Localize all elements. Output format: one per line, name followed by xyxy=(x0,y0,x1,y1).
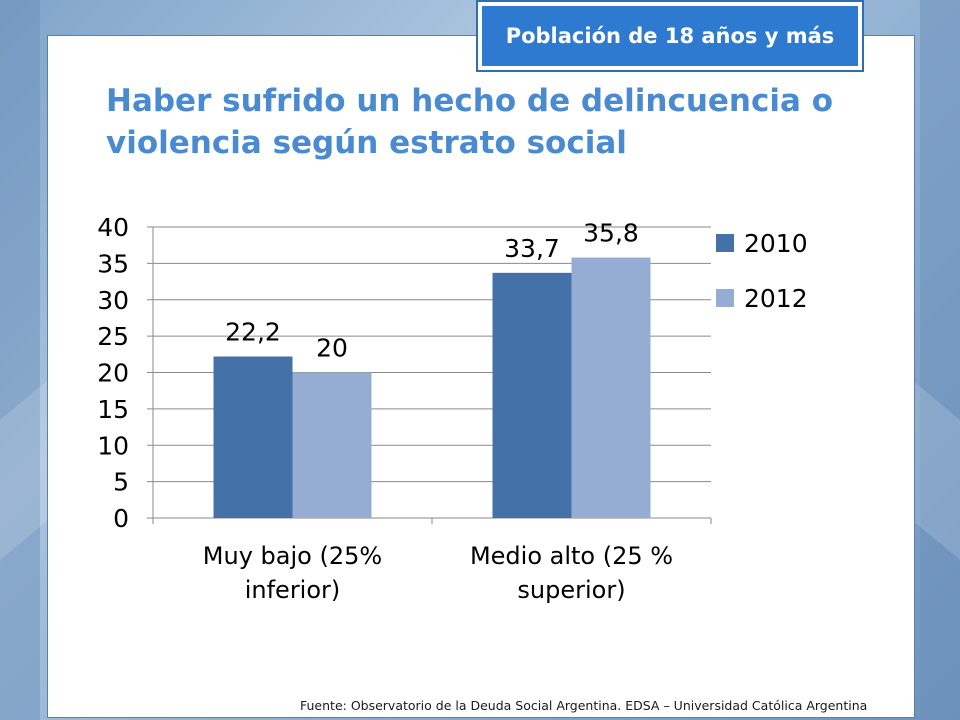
y-tick-label-40: 40 xyxy=(97,213,129,242)
y-tick-label-15: 15 xyxy=(97,395,129,424)
legend-item-2012: 2012 xyxy=(716,281,808,315)
source-footer: Fuente: Observatorio de la Deuda Social … xyxy=(300,698,868,713)
x-category-label-0-line0: Muy bajo (25% xyxy=(203,542,382,570)
legend-item-2010: 2010 xyxy=(716,226,808,260)
chart-title: Haber sufrido un hecho de delincuencia o… xyxy=(106,80,866,164)
data-label-2010-cat0: 22,2 xyxy=(225,317,281,346)
x-category-label-1-line0: Medio alto (25 % xyxy=(470,542,673,570)
x-category-label-1-line1: superior) xyxy=(517,576,625,604)
x-category-label-0-line1: inferior) xyxy=(245,576,341,604)
badge-label: Población de 18 años y más xyxy=(481,5,859,67)
data-label-2010-cat1: 33,7 xyxy=(504,234,560,263)
y-tick-label-25: 25 xyxy=(97,322,129,351)
y-tick-label-10: 10 xyxy=(97,431,129,460)
y-tick-label-5: 5 xyxy=(113,468,129,497)
bar-2012-cat0 xyxy=(292,372,372,518)
legend-swatch-2012 xyxy=(716,289,734,307)
y-tick-label-30: 30 xyxy=(97,286,129,315)
chart-title-line1: Haber sufrido un hecho de delincuencia o xyxy=(106,83,834,119)
legend-swatch-2010 xyxy=(716,234,734,252)
y-tick-label-35: 35 xyxy=(97,249,129,278)
bar-2010-cat1 xyxy=(492,272,572,518)
bar-2012-cat1 xyxy=(571,257,651,518)
chart-title-line2: violencia según estrato social xyxy=(106,125,627,161)
legend-label-2010: 2010 xyxy=(744,228,808,258)
y-tick-label-0: 0 xyxy=(113,504,129,533)
population-badge: Población de 18 años y más xyxy=(476,0,864,72)
legend-label-2012: 2012 xyxy=(744,283,808,313)
data-label-2012-cat0: 20 xyxy=(316,334,348,363)
chart-legend: 2010 2012 xyxy=(716,226,808,336)
y-tick-label-20: 20 xyxy=(97,359,129,388)
slide-panel xyxy=(47,35,915,718)
data-label-2012-cat1: 35,8 xyxy=(583,219,639,248)
bar-2010-cat0 xyxy=(213,356,293,518)
